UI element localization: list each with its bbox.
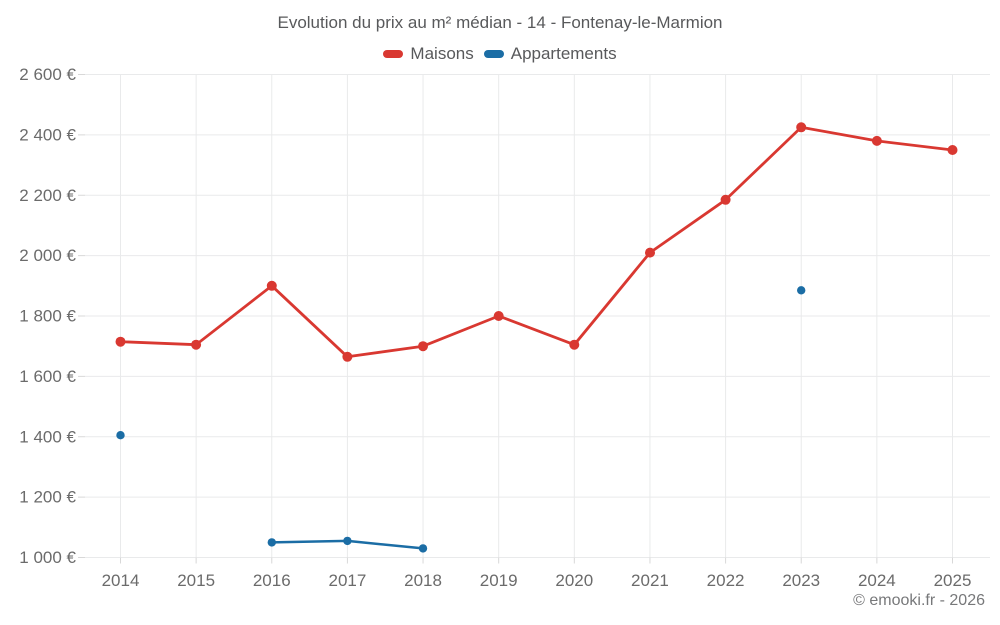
x-axis-label: 2022	[707, 571, 745, 590]
x-axis-label: 2021	[631, 571, 669, 590]
x-axis-label: 2025	[934, 571, 972, 590]
legend-item-maisons[interactable]: Maisons	[383, 44, 474, 64]
data-point-maisons-2018[interactable]	[418, 341, 428, 352]
data-point-appartements-2016[interactable]	[267, 538, 276, 547]
series-line-maisons	[119, 125, 954, 359]
data-point-maisons-2024[interactable]	[871, 135, 882, 146]
y-axis-label: 2 600 €	[19, 65, 76, 84]
legend-label-maisons: Maisons	[410, 44, 474, 63]
x-axis-label: 2016	[253, 571, 291, 590]
data-point-maisons-2020[interactable]	[569, 339, 580, 350]
x-axis-label: 2017	[328, 571, 366, 590]
x-axis-label: 2023	[782, 571, 820, 590]
y-axis-label: 1 600 €	[19, 367, 76, 386]
legend-swatch-maisons-icon	[383, 50, 404, 58]
x-axis-label: 2018	[404, 571, 442, 590]
y-axis-label: 1 800 €	[19, 307, 76, 326]
x-axis-label: 2014	[102, 571, 140, 590]
copyright-text: © emooki.fr - 2026	[853, 592, 985, 609]
y-axis-label: 1 200 €	[19, 488, 76, 507]
y-axis-label: 1 400 €	[19, 427, 76, 446]
data-point-maisons-2017[interactable]	[342, 351, 353, 362]
data-point-maisons-2022[interactable]	[720, 194, 731, 205]
x-axis-label: 2019	[480, 571, 518, 590]
legend-label-appartements: Appartements	[510, 44, 617, 63]
y-axis-label: 2 200 €	[19, 186, 76, 205]
data-point-maisons-2023[interactable]	[796, 122, 807, 133]
legend-swatch-appartements-icon	[483, 50, 504, 58]
x-axis-label: 2024	[858, 571, 896, 590]
data-point-maisons-2019[interactable]	[493, 311, 504, 321]
data-point-maisons-2025[interactable]	[947, 145, 958, 155]
data-point-maisons-2016[interactable]	[266, 280, 277, 291]
data-point-maisons-2014[interactable]	[115, 336, 126, 347]
chart-legend: Maisons Appartements	[0, 44, 1000, 64]
data-point-appartements-2023[interactable]	[797, 286, 806, 295]
data-point-appartements-2014[interactable]	[116, 431, 125, 440]
legend-item-appartements[interactable]: Appartements	[483, 44, 617, 64]
data-point-maisons-2015[interactable]	[191, 339, 202, 350]
x-axis-label: 2015	[177, 571, 215, 590]
chart-title: Evolution du prix au m² médian - 14 - Fo…	[277, 13, 723, 32]
data-point-maisons-2021[interactable]	[645, 247, 655, 258]
data-point-appartements-2018[interactable]	[418, 544, 428, 553]
y-axis-label: 1 000 €	[19, 548, 76, 567]
y-axis-label: 2 400 €	[19, 125, 76, 144]
data-point-appartements-2017[interactable]	[343, 536, 352, 546]
y-axis-label: 2 000 €	[19, 246, 76, 265]
x-axis-label: 2020	[555, 571, 593, 590]
